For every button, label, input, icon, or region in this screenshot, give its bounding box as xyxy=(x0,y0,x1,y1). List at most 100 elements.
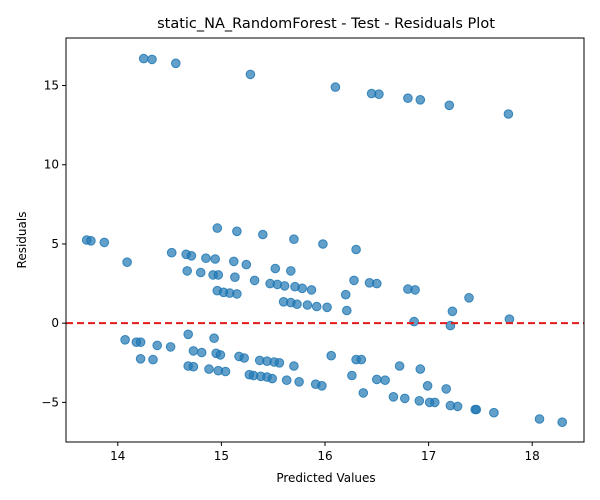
data-point xyxy=(302,300,313,310)
data-point xyxy=(245,69,256,80)
data-point xyxy=(503,109,514,119)
data-point xyxy=(294,377,304,387)
x-axis-label: Predicted Values xyxy=(276,471,375,485)
data-point xyxy=(188,346,199,356)
data-point xyxy=(342,305,352,316)
data-point xyxy=(212,223,223,233)
data-point xyxy=(410,285,420,295)
data-point xyxy=(166,247,177,258)
data-point xyxy=(317,381,327,391)
data-point xyxy=(340,289,351,300)
data-point xyxy=(444,100,455,111)
data-point xyxy=(534,414,545,424)
data-point xyxy=(311,301,322,312)
data-point xyxy=(274,358,285,368)
data-point xyxy=(394,361,405,371)
data-point xyxy=(400,393,410,404)
data-point xyxy=(388,392,399,402)
data-point xyxy=(210,254,220,264)
axes: 14 15 16 17 18 −5 0 5 10 15 xyxy=(41,37,585,463)
data-point xyxy=(441,384,452,394)
data-point xyxy=(286,266,296,276)
data-point xyxy=(347,370,357,381)
y-tick-label: 5 xyxy=(51,237,59,251)
data-point xyxy=(471,404,482,415)
y-tick-label: −5 xyxy=(41,395,59,409)
data-point xyxy=(120,335,130,345)
data-point xyxy=(322,302,332,313)
data-point xyxy=(147,54,157,65)
data-point xyxy=(270,263,281,274)
x-tick-label: 16 xyxy=(317,449,332,463)
x-tick-label: 14 xyxy=(110,449,125,463)
data-point xyxy=(351,244,361,255)
y-axis-label: Residuals xyxy=(15,212,29,269)
data-point xyxy=(148,354,158,365)
data-point xyxy=(267,373,278,384)
data-point xyxy=(201,253,211,264)
y-tick-label: 15 xyxy=(44,79,59,93)
data-point xyxy=(297,283,308,294)
data-point xyxy=(209,333,219,344)
data-point xyxy=(258,229,268,240)
data-point xyxy=(186,251,197,261)
data-point xyxy=(241,259,252,270)
data-point xyxy=(135,337,146,348)
data-point xyxy=(326,350,337,361)
data-point xyxy=(86,236,96,246)
data-point xyxy=(409,316,419,327)
data-point xyxy=(204,364,214,374)
data-point xyxy=(289,361,299,371)
data-point xyxy=(358,388,369,398)
data-point xyxy=(188,361,199,372)
data-point xyxy=(415,364,426,374)
plot-area xyxy=(66,53,584,428)
data-point xyxy=(99,237,110,248)
data-point xyxy=(213,270,224,280)
data-point xyxy=(232,226,242,237)
data-point xyxy=(122,257,132,268)
data-point xyxy=(464,293,474,303)
data-point xyxy=(215,350,226,360)
data-point xyxy=(422,381,433,391)
data-point xyxy=(195,267,206,278)
data-point xyxy=(403,93,413,103)
data-point xyxy=(183,329,193,340)
data-point xyxy=(182,266,192,276)
data-point xyxy=(239,353,249,363)
y-tick-label: 10 xyxy=(44,158,59,172)
data-point xyxy=(281,375,292,386)
data-point xyxy=(138,53,149,64)
data-point xyxy=(292,299,302,310)
data-point xyxy=(279,281,290,291)
data-point xyxy=(232,289,242,299)
data-point xyxy=(171,58,181,69)
data-point xyxy=(249,275,260,286)
data-point xyxy=(289,234,299,244)
data-point xyxy=(306,285,317,295)
data-point xyxy=(372,278,382,289)
data-point xyxy=(165,342,176,352)
data-point xyxy=(415,95,426,105)
data-point xyxy=(447,306,458,317)
data-point xyxy=(356,354,367,365)
data-point xyxy=(489,407,499,418)
y-tick-label: 0 xyxy=(51,316,59,330)
data-point xyxy=(430,397,440,408)
x-tick-label: 17 xyxy=(421,449,436,463)
data-point xyxy=(318,239,328,249)
data-point xyxy=(452,401,463,412)
data-point xyxy=(135,354,146,364)
chart-title: static_NA_RandomForest - Test - Residual… xyxy=(157,16,495,32)
data-point xyxy=(229,256,239,267)
points-group xyxy=(81,53,568,428)
data-point xyxy=(372,374,382,385)
x-tick-label: 15 xyxy=(214,449,229,463)
data-point xyxy=(414,396,425,406)
data-point xyxy=(330,82,341,92)
data-point xyxy=(374,89,384,99)
x-tick-label: 18 xyxy=(525,449,540,463)
data-point xyxy=(230,272,240,283)
data-point xyxy=(557,417,568,428)
